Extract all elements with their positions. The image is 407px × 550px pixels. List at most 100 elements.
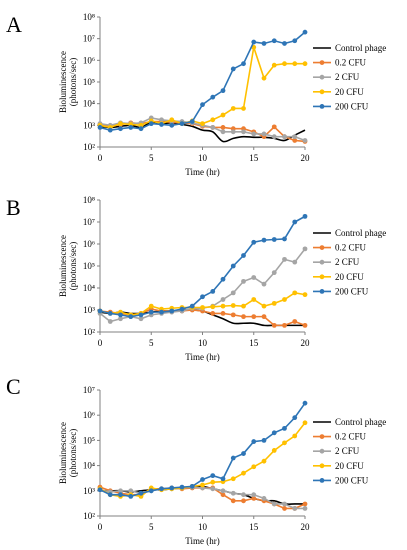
y-tick-label: 10⁶: [83, 410, 95, 420]
data-point-0-2-cfu: [220, 492, 226, 498]
legend-marker-20-cfu: [319, 89, 325, 95]
data-point-200-cfu: [271, 38, 277, 44]
data-point-2-cfu: [271, 270, 277, 276]
data-point-2-cfu: [118, 488, 123, 494]
data-point-200-cfu: [97, 487, 103, 493]
data-point-20-cfu: [210, 479, 216, 485]
data-point-200-cfu: [241, 253, 246, 258]
y-tick-label: 10⁴: [83, 99, 95, 109]
data-point-200-cfu: [241, 451, 246, 456]
data-point-20-cfu: [230, 476, 236, 482]
data-point-20-cfu: [271, 62, 277, 68]
data-point-2-cfu: [241, 278, 246, 284]
data-point-200-cfu: [138, 490, 144, 496]
data-point-200-cfu: [251, 439, 257, 444]
data-point-200-cfu: [148, 121, 154, 127]
data-point-20-cfu: [220, 112, 226, 118]
data-point-0-2-cfu: [292, 138, 298, 143]
x-tick-label: 0: [98, 338, 103, 348]
data-point-2-cfu: [159, 117, 164, 123]
legend-label-2-cfu: 2 CFU: [335, 72, 360, 82]
data-point-0-2-cfu: [220, 125, 226, 130]
legend-label-0-2-cfu: 0.2 CFU: [335, 58, 367, 68]
panel-letter-b: B: [6, 195, 21, 220]
data-point-20-cfu: [282, 297, 287, 302]
data-point-200-cfu: [282, 41, 287, 46]
legend-label-200-cfu: 200 CFU: [335, 286, 369, 296]
data-point-200-cfu: [159, 309, 164, 315]
data-point-20-cfu: [261, 75, 267, 81]
data-point-200-cfu: [292, 219, 298, 225]
x-tick-label: 0: [98, 153, 103, 163]
data-point-2-cfu: [261, 281, 267, 287]
x-tick-label: 5: [149, 338, 154, 348]
data-point-200-cfu: [189, 303, 195, 309]
data-point-0-2-cfu: [302, 322, 308, 328]
data-point-200-cfu: [118, 126, 123, 132]
data-point-200-cfu: [179, 306, 185, 312]
data-point-200-cfu: [292, 415, 298, 421]
y-tick-label: 10⁶: [83, 55, 95, 65]
data-point-200-cfu: [169, 122, 175, 128]
data-point-20-cfu: [230, 303, 236, 308]
data-point-2-cfu: [302, 138, 308, 143]
legend-label-20-cfu: 20 CFU: [335, 272, 364, 282]
legend-label-200-cfu: 200 CFU: [335, 475, 369, 485]
data-point-0-2-cfu: [241, 498, 246, 504]
data-point-2-cfu: [261, 495, 267, 501]
data-point-2-cfu: [282, 134, 287, 140]
data-point-200-cfu: [107, 311, 113, 316]
data-point-20-cfu: [230, 106, 236, 111]
panel-letter-c: C: [6, 374, 21, 399]
data-point-200-cfu: [302, 400, 308, 406]
data-point-200-cfu: [107, 127, 113, 133]
data-point-200-cfu: [128, 314, 134, 320]
data-point-20-cfu: [241, 470, 246, 476]
data-point-0-2-cfu: [230, 498, 236, 504]
data-point-20-cfu: [282, 61, 287, 67]
y-tick-label: 10⁷: [83, 217, 95, 227]
data-point-0-2-cfu: [210, 311, 216, 316]
bioluminescence-chart-a: 10² 10³ 10⁴ 10⁵ 10⁶ 10⁷ 10⁸ 0 5 10 15 20 Time (hr) Bi…: [58, 12, 386, 177]
data-point-2-cfu: [220, 488, 226, 494]
data-point-2-cfu: [261, 131, 267, 137]
data-point-200-cfu: [179, 484, 185, 490]
data-point-200-cfu: [241, 61, 246, 67]
data-point-20-cfu: [292, 433, 298, 439]
data-point-2-cfu: [230, 129, 236, 135]
data-point-2-cfu: [118, 316, 123, 322]
data-point-2-cfu: [292, 134, 298, 140]
data-point-20-cfu: [251, 464, 257, 470]
legend-marker-0-2-cfu: [319, 60, 325, 65]
data-point-200-cfu: [210, 94, 216, 100]
y-tick-label: 10⁸: [83, 12, 95, 22]
legend-label-2-cfu: 2 CFU: [335, 446, 360, 456]
y-tick-label: 10³: [83, 120, 95, 130]
data-point-200-cfu: [97, 308, 103, 314]
legend-label-0-2-cfu: 0.2 CFU: [335, 432, 367, 442]
legend-label-200-cfu: 200 CFU: [335, 101, 369, 111]
data-point-200-cfu: [230, 66, 236, 72]
bioluminescence-chart-c: 10² 10³ 10⁴ 10⁵ 10⁶ 10⁷ 0 5 10 15 20 Time (hr) Biolu…: [58, 385, 386, 546]
data-point-20-cfu: [302, 420, 308, 426]
data-point-200-cfu: [220, 88, 226, 94]
data-point-2-cfu: [230, 290, 236, 296]
data-point-200-cfu: [230, 455, 236, 461]
panel-letter-a: A: [6, 12, 22, 37]
data-point-200-cfu: [200, 477, 205, 482]
data-point-2-cfu: [210, 486, 216, 492]
data-point-20-cfu: [241, 303, 246, 309]
y-axis-label-line2: (photons/sec): [68, 429, 78, 478]
data-point-200-cfu: [189, 119, 195, 124]
data-point-0-2-cfu: [251, 495, 257, 501]
bioluminescence-chart-b: 10² 10³ 10⁴ 10⁵ 10⁶ 10⁷ 10⁸ 0 5 10 15 20 Time (hr) Bi…: [58, 195, 386, 362]
y-tick-label: 10²: [83, 327, 95, 337]
data-point-200-cfu: [251, 39, 257, 45]
data-point-200-cfu: [200, 102, 205, 108]
data-point-0-2-cfu: [271, 322, 277, 328]
y-tick-label: 10⁵: [83, 77, 95, 87]
data-point-2-cfu: [282, 501, 287, 507]
data-point-200-cfu: [107, 492, 113, 498]
data-point-200-cfu: [210, 473, 216, 479]
data-point-200-cfu: [128, 125, 134, 130]
